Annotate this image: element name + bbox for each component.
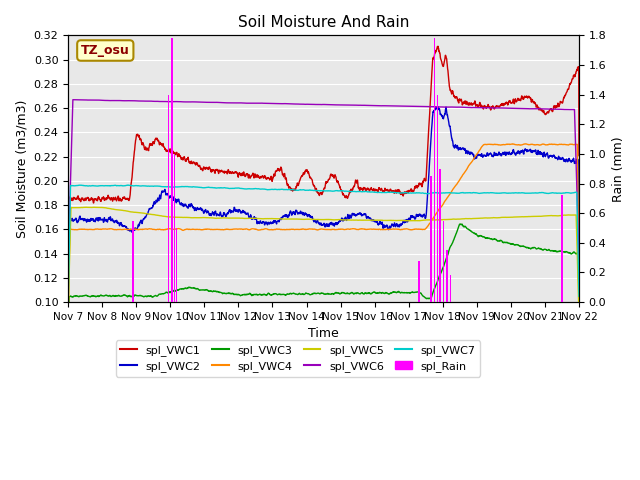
Bar	[439, 168, 441, 302]
Bar	[176, 228, 177, 302]
X-axis label: Time: Time	[308, 327, 339, 340]
Bar	[430, 176, 431, 302]
Bar	[168, 95, 170, 302]
Bar	[561, 195, 563, 302]
Bar	[449, 276, 451, 302]
Title: Soil Moisture And Rain: Soil Moisture And Rain	[238, 15, 409, 30]
Bar	[418, 261, 420, 302]
Bar	[132, 221, 134, 302]
Legend: spl_VWC1, spl_VWC2, spl_VWC3, spl_VWC4, spl_VWC5, spl_VWC6, spl_VWC7, spl_Rain: spl_VWC1, spl_VWC2, spl_VWC3, spl_VWC4, …	[116, 340, 480, 376]
Y-axis label: Rain (mm): Rain (mm)	[612, 136, 625, 202]
Y-axis label: Soil Moisture (m3/m3): Soil Moisture (m3/m3)	[15, 99, 28, 238]
Bar	[446, 250, 447, 302]
Bar	[443, 221, 444, 302]
Bar	[433, 38, 435, 302]
Bar	[437, 95, 438, 302]
Bar	[173, 154, 175, 302]
Bar	[172, 38, 173, 302]
Text: TZ_osu: TZ_osu	[81, 44, 130, 57]
